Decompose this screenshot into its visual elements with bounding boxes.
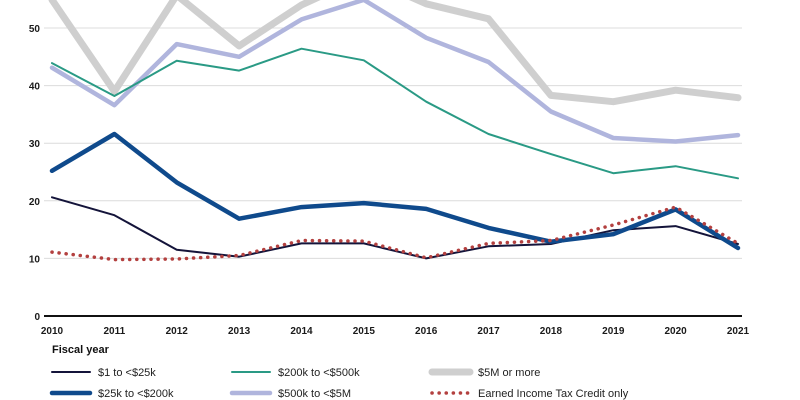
x-tick-label: 2018 <box>540 326 563 337</box>
series-line-4 <box>48 0 742 106</box>
x-tick-label: 2013 <box>228 326 251 337</box>
legend-label: $25k to <$200k <box>98 388 174 400</box>
legend: $1 to <$25k $200k to <$500k $5M or more $25… <box>49 367 629 400</box>
legend-item-4: $5M or more <box>428 367 540 379</box>
y-tick-label: 30 <box>29 139 41 150</box>
x-tick-label: 2021 <box>727 326 750 337</box>
legend-label: Earned Income Tax Credit only <box>478 388 629 400</box>
y-tick-label: 20 <box>29 197 41 208</box>
y-tick-label: 0 <box>34 312 40 323</box>
legend-item-3: $500k to <$5M <box>229 388 351 400</box>
series-line-1 <box>49 131 741 251</box>
x-tick-label: 2017 <box>477 326 500 337</box>
x-axis-title: Fiscal year <box>52 344 110 356</box>
x-tick-label: 2015 <box>353 326 376 337</box>
legend-item-2: $200k to <$500k <box>231 367 360 379</box>
x-tick-label: 2014 <box>290 326 313 337</box>
y-tick-label: 40 <box>29 82 41 93</box>
legend-item-0: $1 to <$25k <box>51 367 156 379</box>
series-line-2 <box>51 47 739 180</box>
legend-item-1: $25k to <$200k <box>49 388 174 400</box>
x-tick-label: 2010 <box>41 326 64 337</box>
y-tick-label: 50 <box>29 24 41 35</box>
x-tick-label: 2011 <box>104 326 126 337</box>
series-line-3 <box>49 0 741 144</box>
y-axis-ticks: 0 10 20 30 40 50 <box>29 24 41 323</box>
legend-label: $500k to <$5M <box>278 388 351 400</box>
series-line-5 <box>50 205 740 262</box>
legend-item-5: Earned Income Tax Credit only <box>430 388 629 400</box>
legend-label: $200k to <$500k <box>278 367 360 379</box>
series-lines <box>48 0 742 262</box>
legend-label: $1 to <$25k <box>98 367 156 379</box>
x-tick-label: 2020 <box>665 326 688 337</box>
y-tick-label: 10 <box>29 254 41 265</box>
legend-label: $5M or more <box>478 367 540 379</box>
x-tick-label: 2019 <box>602 326 625 337</box>
gridlines <box>44 27 742 259</box>
x-axis: 2010 2011 2012 2013 2014 2015 2016 2017 2018 2019… <box>41 315 750 337</box>
x-tick-label: 2016 <box>415 326 438 337</box>
x-tick-label: 2012 <box>166 326 189 337</box>
